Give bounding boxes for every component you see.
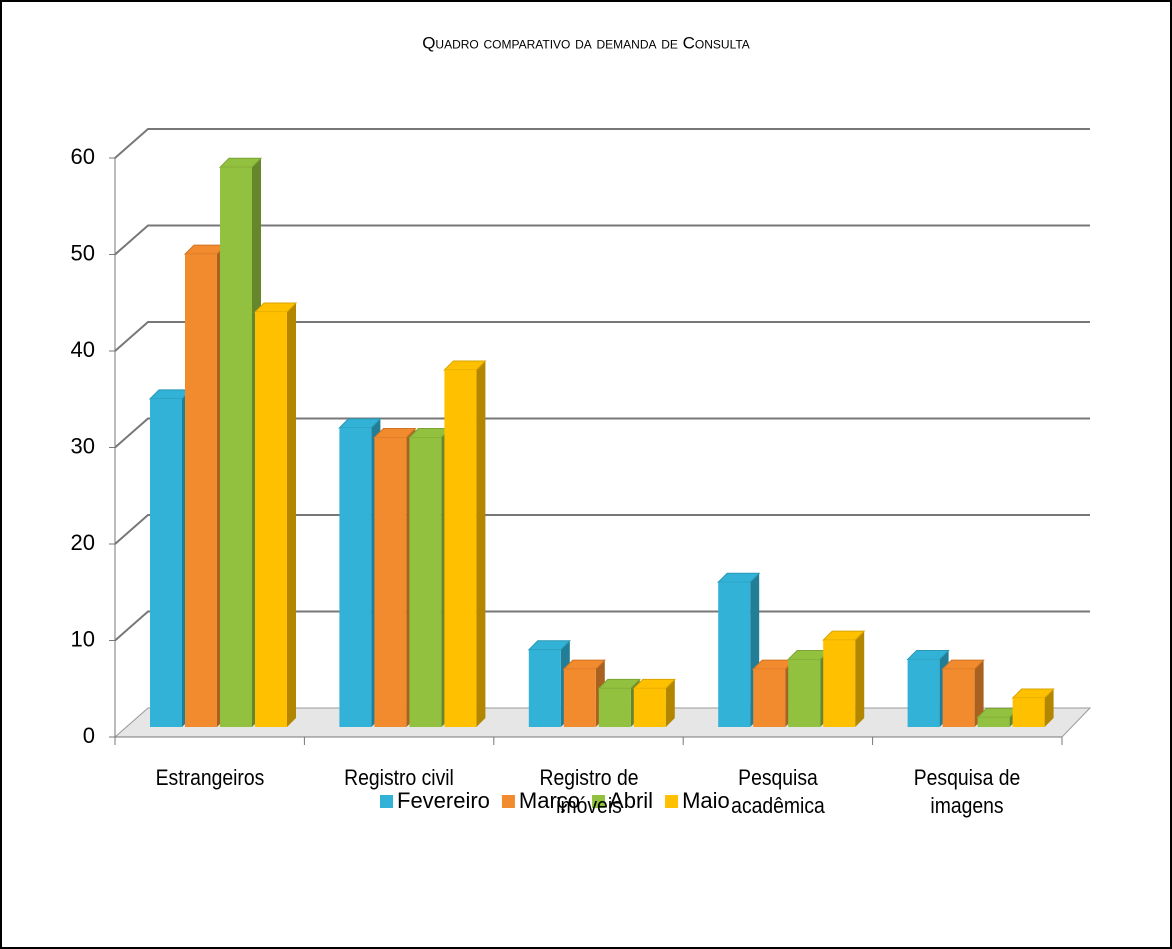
y-tick-label: 10 xyxy=(71,626,95,651)
bar xyxy=(255,312,287,727)
bar-side xyxy=(665,679,675,727)
bar xyxy=(633,688,666,727)
bar xyxy=(718,582,751,727)
legend-label: Maio xyxy=(682,788,730,813)
bar xyxy=(788,659,821,727)
y-tick-label: 50 xyxy=(71,240,95,265)
legend-swatch xyxy=(501,795,515,808)
legend-label: Fevereiro xyxy=(397,788,490,813)
bar xyxy=(907,659,940,727)
bar xyxy=(598,688,631,727)
legend-label: Abril xyxy=(609,788,653,813)
chart-title: Quadro comparativo da demanda de Consult… xyxy=(422,33,750,52)
bar xyxy=(444,369,477,727)
y-tick-label: 60 xyxy=(71,144,95,169)
bar xyxy=(528,649,561,727)
bar xyxy=(1012,698,1045,727)
bar xyxy=(977,717,1010,727)
x-tick-label: Registro de imóveis xyxy=(538,765,638,818)
bar xyxy=(563,669,596,727)
legend-swatch xyxy=(380,795,393,808)
grid-line xyxy=(114,610,1090,642)
x-tick-label: Registro civil xyxy=(344,765,454,790)
bar xyxy=(185,254,217,727)
grid-line xyxy=(114,514,1090,545)
grid-line xyxy=(114,224,1090,256)
x-tick-label: Estrangeiros xyxy=(155,765,265,790)
y-tick-label: 30 xyxy=(71,433,95,458)
x-tick-label: Pesquisa de imagens xyxy=(914,765,1021,818)
legend-swatch xyxy=(592,795,606,808)
x-tick-label: Pesquisa acadêmica xyxy=(731,765,825,818)
bar xyxy=(409,437,442,727)
bar-side xyxy=(287,303,296,727)
bar-side xyxy=(476,360,486,727)
bar xyxy=(942,669,975,727)
grid-line xyxy=(114,128,1090,159)
legend-swatch xyxy=(665,795,679,808)
legend-label: Março xyxy=(519,788,580,813)
bar xyxy=(339,427,372,727)
bar xyxy=(220,167,252,728)
bar xyxy=(753,669,786,727)
bar xyxy=(374,437,407,727)
y-tick-label: 20 xyxy=(71,530,95,555)
bar-side xyxy=(1044,689,1054,727)
grid-line xyxy=(114,321,1090,352)
y-tick-label: 40 xyxy=(71,337,95,362)
bar xyxy=(150,398,182,727)
bar-side xyxy=(855,631,865,727)
y-tick-label: 0 xyxy=(83,723,95,748)
bar-side xyxy=(974,660,984,727)
grid-line xyxy=(114,417,1090,449)
bar xyxy=(823,640,856,727)
